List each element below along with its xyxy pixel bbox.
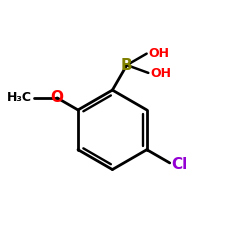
Text: Cl: Cl — [171, 156, 187, 172]
Text: OH: OH — [150, 67, 171, 80]
Text: O: O — [51, 90, 64, 106]
Text: H₃C: H₃C — [7, 92, 32, 104]
Text: B: B — [121, 58, 133, 72]
Text: OH: OH — [148, 47, 170, 60]
